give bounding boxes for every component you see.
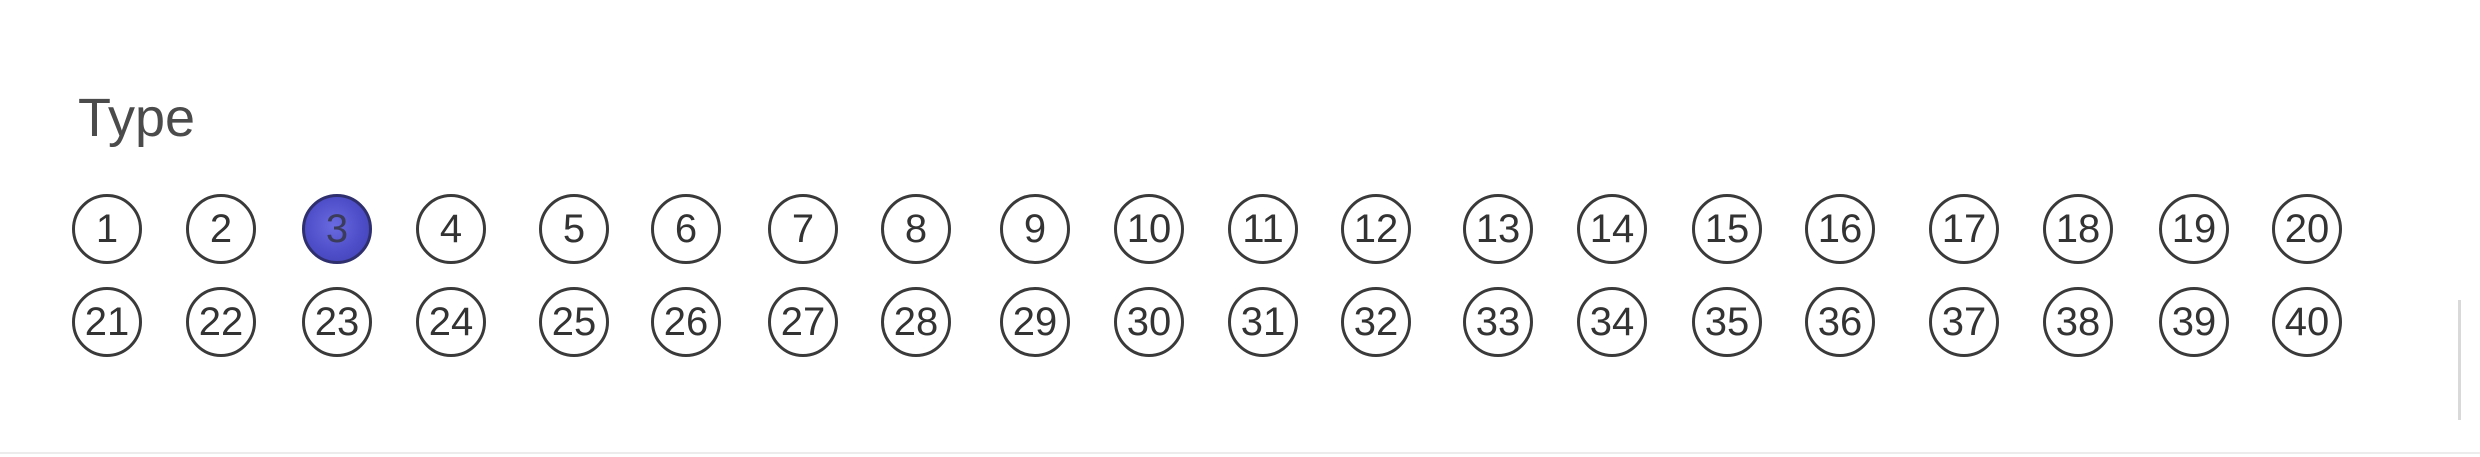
bubble-22[interactable]: 22: [186, 287, 256, 357]
bubble-12[interactable]: 12: [1341, 194, 1411, 264]
bubble-4[interactable]: 4: [416, 194, 486, 264]
bubble-1[interactable]: 1: [72, 194, 142, 264]
bubble-19[interactable]: 19: [2159, 194, 2229, 264]
bubble-18[interactable]: 18: [2043, 194, 2113, 264]
bubble-14[interactable]: 14: [1577, 194, 1647, 264]
bubble-37[interactable]: 37: [1929, 287, 1999, 357]
bubble-28[interactable]: 28: [881, 287, 951, 357]
bubble-26[interactable]: 26: [651, 287, 721, 357]
bubble-5[interactable]: 5: [539, 194, 609, 264]
section-title: Type: [78, 88, 196, 148]
bubble-25[interactable]: 25: [539, 287, 609, 357]
bubble-34[interactable]: 34: [1577, 287, 1647, 357]
bubble-35[interactable]: 35: [1692, 287, 1762, 357]
bubble-13[interactable]: 13: [1463, 194, 1533, 264]
bubble-33[interactable]: 33: [1463, 287, 1533, 357]
bubble-row-1: 1 2 3 4 5 6 7 8 9 10 11 12 13 14 15 16 1…: [0, 194, 2480, 270]
bubble-3[interactable]: 3: [302, 194, 372, 264]
bubble-30[interactable]: 30: [1114, 287, 1184, 357]
bubble-38[interactable]: 38: [2043, 287, 2113, 357]
bubble-17[interactable]: 17: [1929, 194, 1999, 264]
bubble-2[interactable]: 2: [186, 194, 256, 264]
bubble-8[interactable]: 8: [881, 194, 951, 264]
bubble-20[interactable]: 20: [2272, 194, 2342, 264]
bubble-27[interactable]: 27: [768, 287, 838, 357]
bubble-row-2: 21 22 23 24 25 26 27 28 29 30 31 32 33 3…: [0, 287, 2480, 363]
bubble-9[interactable]: 9: [1000, 194, 1070, 264]
bubble-36[interactable]: 36: [1805, 287, 1875, 357]
bubble-10[interactable]: 10: [1114, 194, 1184, 264]
bubble-31[interactable]: 31: [1228, 287, 1298, 357]
bubble-11[interactable]: 11: [1228, 194, 1298, 264]
bubble-7[interactable]: 7: [768, 194, 838, 264]
bubble-23[interactable]: 23: [302, 287, 372, 357]
bubble-29[interactable]: 29: [1000, 287, 1070, 357]
bubble-40[interactable]: 40: [2272, 287, 2342, 357]
bubble-39[interactable]: 39: [2159, 287, 2229, 357]
bubble-21[interactable]: 21: [72, 287, 142, 357]
bubble-16[interactable]: 16: [1805, 194, 1875, 264]
bubble-24[interactable]: 24: [416, 287, 486, 357]
bubble-6[interactable]: 6: [651, 194, 721, 264]
page-bottom-edge: [0, 452, 2480, 454]
scan-edge-mark: [2458, 300, 2461, 420]
bubble-15[interactable]: 15: [1692, 194, 1762, 264]
bubble-32[interactable]: 32: [1341, 287, 1411, 357]
